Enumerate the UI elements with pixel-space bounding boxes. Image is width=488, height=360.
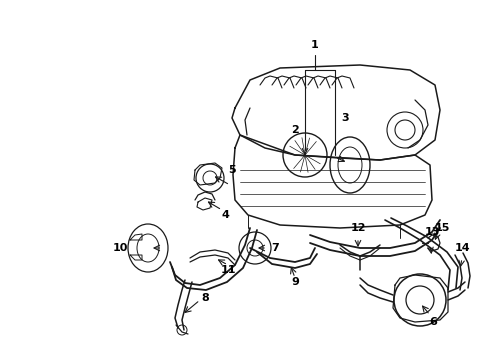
Text: 12: 12 [349,223,365,233]
Text: 10: 10 [112,243,127,253]
Text: 7: 7 [270,243,278,253]
Text: 14: 14 [453,243,469,253]
Text: 2: 2 [290,125,298,135]
Text: 5: 5 [228,165,235,175]
Text: 1: 1 [310,40,318,50]
Text: 6: 6 [428,317,436,327]
Text: 9: 9 [290,277,298,287]
Text: 15: 15 [433,223,449,233]
Text: 11: 11 [220,265,235,275]
Text: 4: 4 [221,210,228,220]
Text: 8: 8 [201,293,208,303]
Text: 13: 13 [424,227,439,237]
Text: 3: 3 [341,113,348,123]
